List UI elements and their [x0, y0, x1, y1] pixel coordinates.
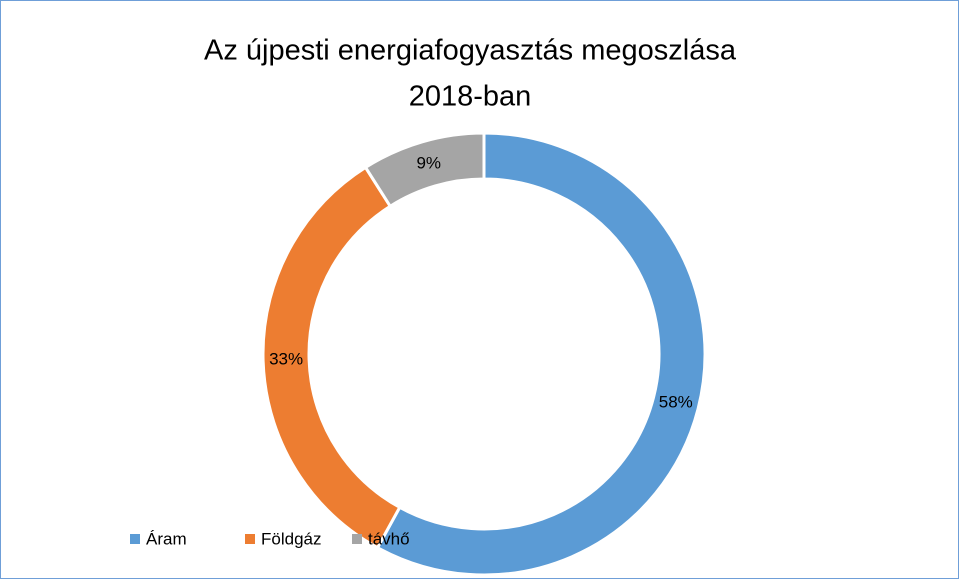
legend-swatch [130, 534, 140, 544]
legend-label: Áram [146, 529, 187, 548]
chart-title: 2018-ban [409, 81, 532, 113]
legend-swatch [245, 534, 255, 544]
data-label: 58% [659, 393, 693, 412]
legend-swatch [352, 534, 362, 544]
legend-label: Földgáz [261, 529, 321, 548]
chart-title: Az újpesti energiafogyasztás megoszlása [204, 35, 737, 67]
data-label: 9% [416, 153, 441, 172]
donut-segment [375, 131, 707, 577]
donut-segment [363, 131, 486, 209]
data-label: 33% [269, 350, 303, 369]
legend-label: távhő [368, 529, 410, 548]
